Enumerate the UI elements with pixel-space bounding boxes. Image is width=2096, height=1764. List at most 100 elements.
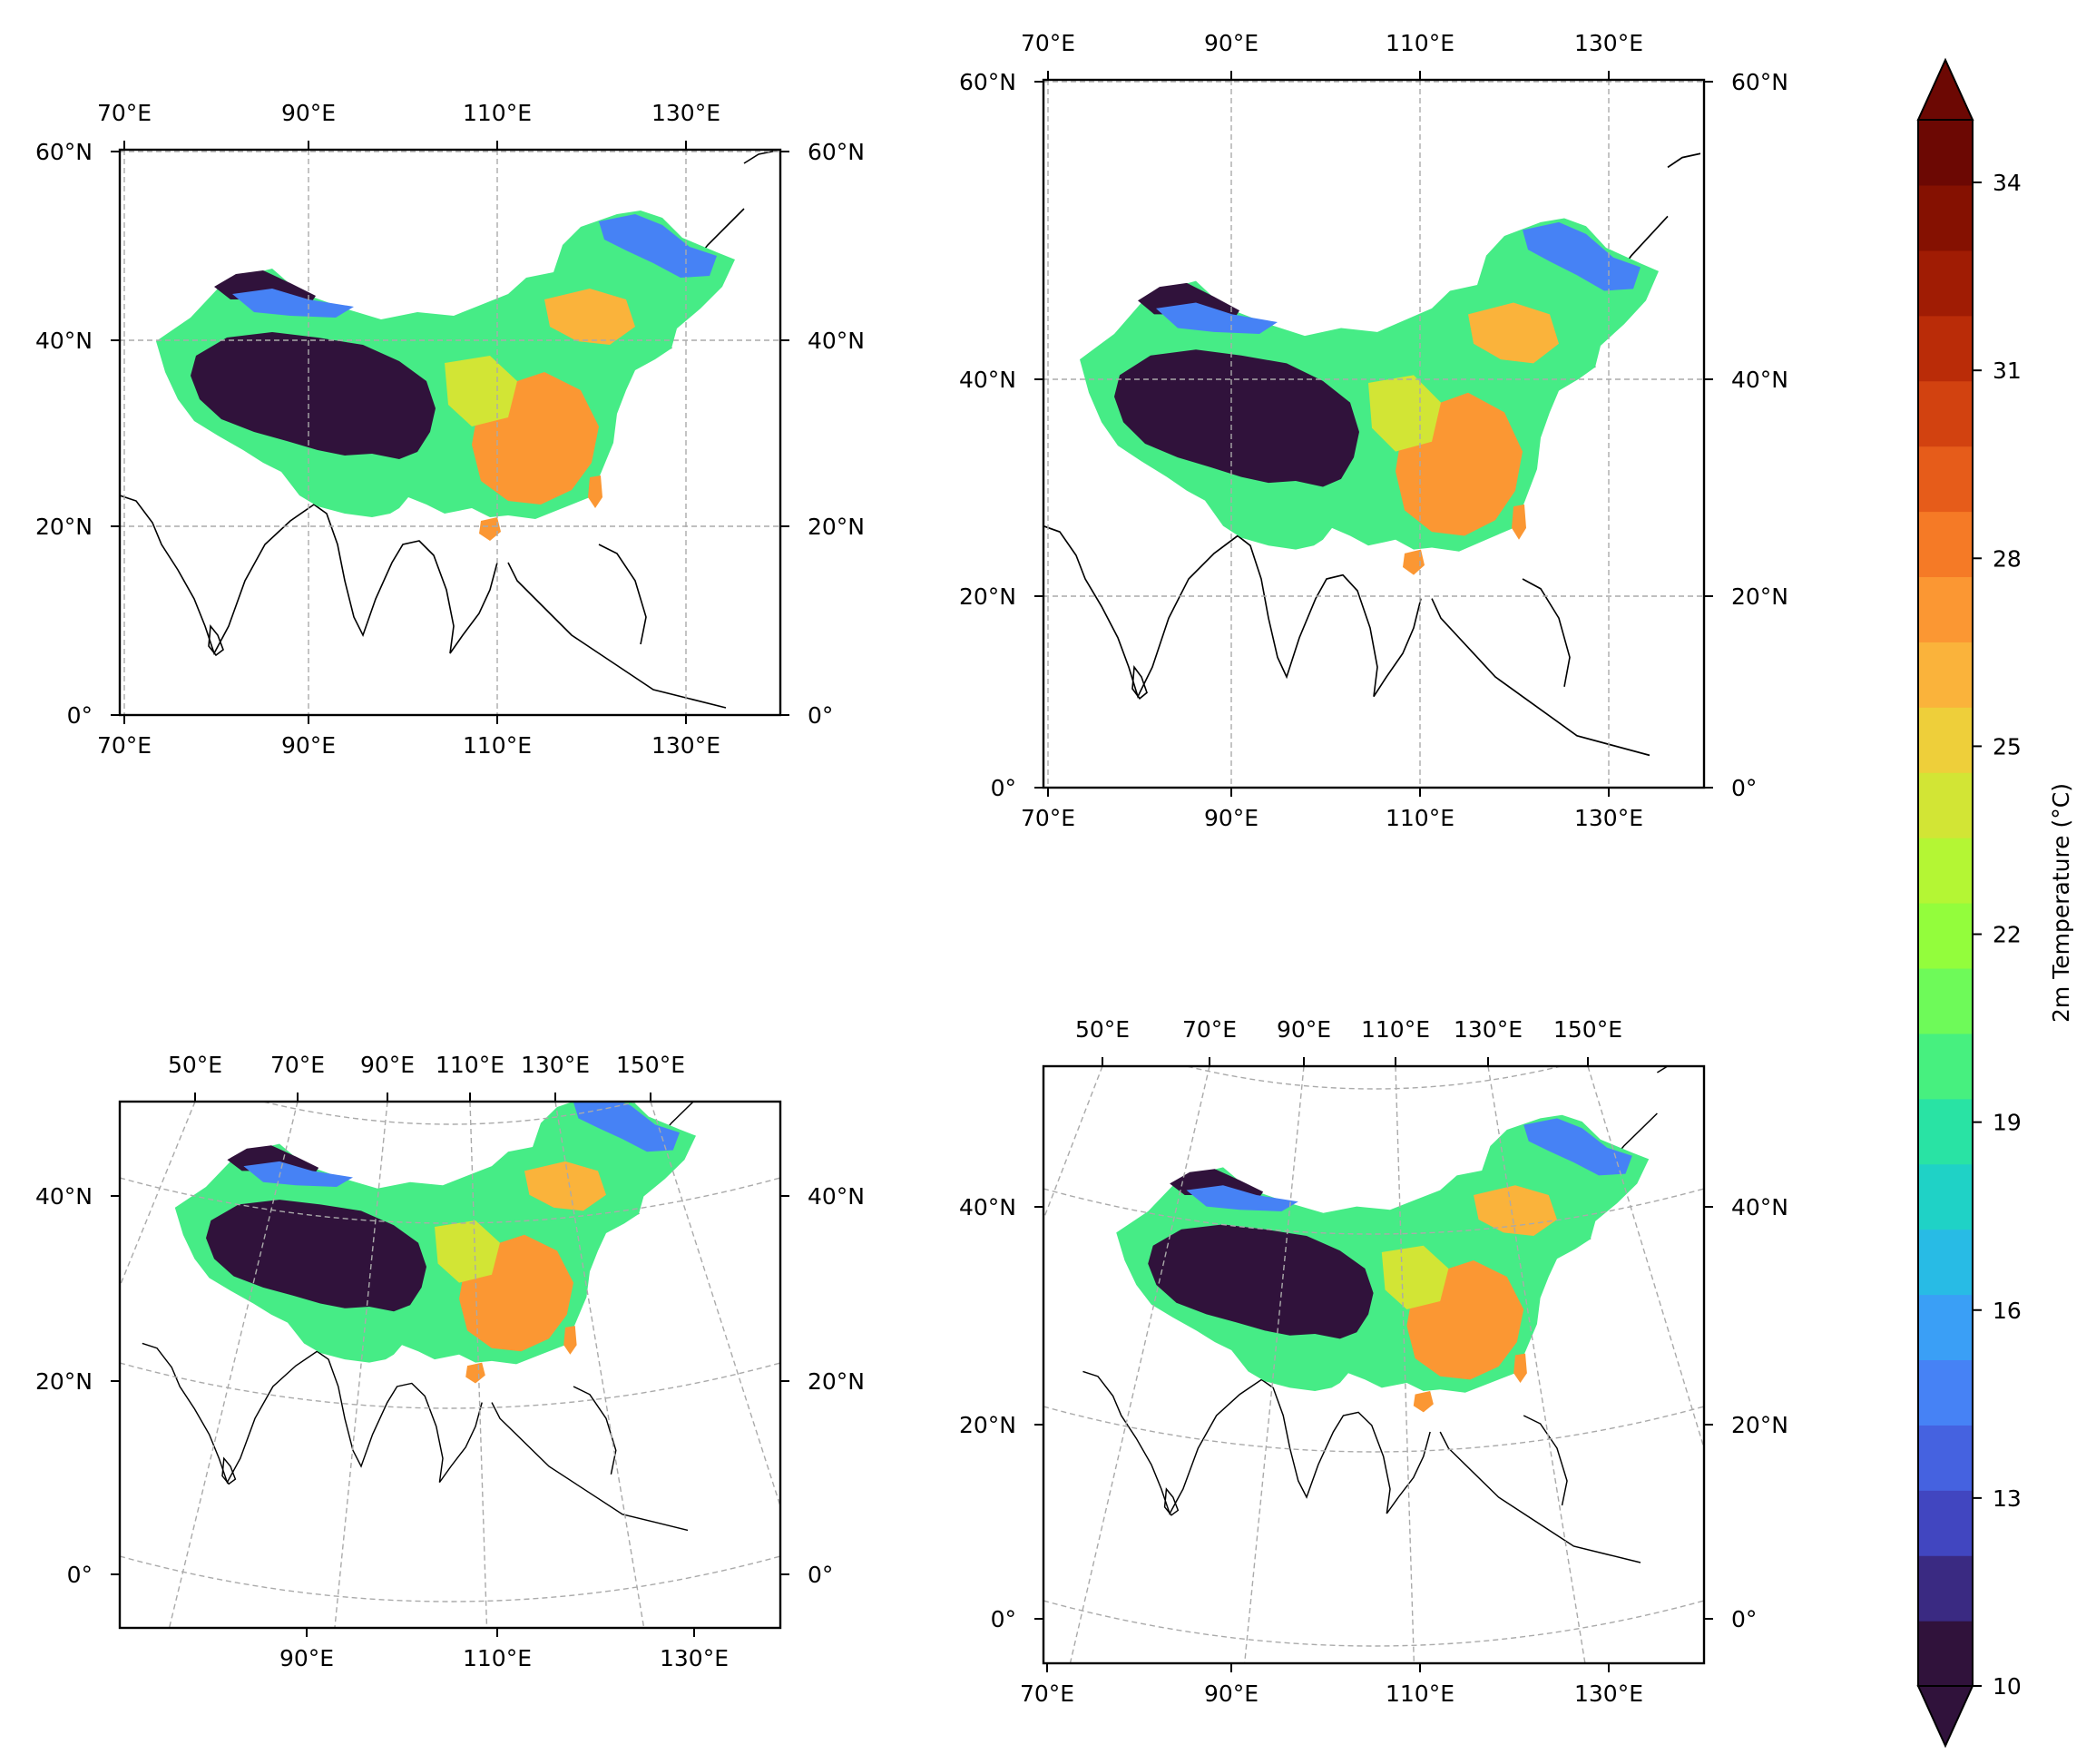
- colorbar-frame: [1917, 119, 1974, 1687]
- colorbar-segment: [1918, 446, 1973, 513]
- bottom-lon-label: 90°E: [279, 1645, 334, 1671]
- right-lat-label: 40°N: [808, 328, 865, 354]
- top-lon-label: 70°E: [97, 100, 152, 126]
- temperature-field: [1116, 1114, 1650, 1413]
- bottom-lon-label: 70°E: [1021, 805, 1075, 831]
- right-lat-label: 20°N: [1731, 583, 1788, 610]
- bottom-lon-label: 70°E: [97, 732, 152, 759]
- top-lon-label: 110°E: [1361, 1016, 1430, 1043]
- top-lon-label: 150°E: [616, 1052, 685, 1078]
- colorbar-extend-max: [1916, 57, 1974, 121]
- colorbar-tick-label: 16: [1993, 1298, 2022, 1324]
- map-frame: [1042, 1064, 1706, 1665]
- ticks: [1034, 71, 1713, 797]
- map-panel-2: 70°E 90°E 110°E 130°E 70°E 90°E 110°E 130°E 60°N…: [959, 30, 1788, 831]
- bottom-lon-label: 130°E: [1574, 805, 1643, 831]
- colorbar-segment: [1918, 1033, 1973, 1100]
- ticks: [111, 1093, 789, 1637]
- colorbar-segment: [1918, 250, 1973, 317]
- map-panel-1: 70°E 90°E 110°E 130°E 70°E 90°E 110°E 130°E 60°N…: [35, 100, 865, 759]
- colorbar-segment: [1918, 1229, 1973, 1296]
- bottom-lon-label: 130°E: [660, 1645, 729, 1671]
- gridlines: [1043, 80, 1704, 788]
- top-lon-label: 70°E: [1182, 1016, 1237, 1043]
- left-lat-label: 40°N: [35, 1183, 93, 1210]
- colorbar-segment: [1918, 315, 1973, 382]
- colorbar-segment: [1918, 380, 1973, 447]
- top-lon-label: 130°E: [1454, 1016, 1523, 1043]
- right-lat-label: 0°: [808, 702, 833, 729]
- top-lon-label: 50°E: [1075, 1016, 1130, 1043]
- top-lon-label: 50°E: [168, 1052, 222, 1078]
- colorbar-segment: [1918, 1490, 1973, 1556]
- right-lat-label: 0°: [1731, 775, 1757, 801]
- bottom-lon-label: 90°E: [281, 732, 336, 759]
- colorbar-segment: [1918, 1294, 1973, 1361]
- bottom-lon-label: 130°E: [1574, 1681, 1643, 1707]
- left-lat-label: 60°N: [35, 139, 93, 165]
- colorbar-extend-min: [1916, 1685, 1974, 1749]
- colorbar-segment: [1918, 576, 1973, 642]
- gridlines: [120, 1102, 780, 1628]
- left-lat-label: 20°N: [35, 1368, 93, 1395]
- right-lat-label: 20°N: [808, 514, 865, 540]
- colorbar-segment: [1918, 838, 1973, 904]
- right-lat-label: 40°N: [1731, 367, 1788, 393]
- top-lon-label: 90°E: [1204, 30, 1259, 56]
- colorbar-segment: [1918, 184, 1973, 251]
- colorbar-tick-label: 25: [1993, 733, 2022, 760]
- colorbar-segment: [1918, 1425, 1973, 1491]
- top-lon-label: 90°E: [1277, 1016, 1331, 1043]
- left-lat-label: 0°: [67, 1562, 93, 1588]
- right-lat-label: 20°N: [1731, 1412, 1788, 1438]
- bottom-lon-label: 70°E: [1020, 1681, 1074, 1707]
- top-lon-label: 110°E: [436, 1052, 504, 1078]
- ticks: [111, 141, 789, 724]
- bottom-lon-label: 110°E: [463, 732, 532, 759]
- colorbar-segment: [1918, 707, 1973, 773]
- map-frame: [1042, 78, 1706, 789]
- colorbar-segment: [1918, 903, 1973, 969]
- bottom-lon-label: 110°E: [1386, 1681, 1454, 1707]
- top-lon-label: 90°E: [281, 100, 336, 126]
- map-frame: [118, 1100, 782, 1630]
- bottom-lon-label: 90°E: [1204, 805, 1259, 831]
- top-lon-label: 110°E: [1386, 30, 1454, 56]
- colorbar-tick-label: 22: [1993, 922, 2022, 948]
- top-lon-label: 150°E: [1553, 1016, 1622, 1043]
- bottom-lon-label: 130°E: [651, 732, 720, 759]
- colorbar-segment: [1918, 1555, 1973, 1622]
- temperature-field: [156, 211, 735, 541]
- bottom-lon-label: 90°E: [1204, 1681, 1259, 1707]
- temperature-field: [174, 1102, 697, 1384]
- right-lat-label: 60°N: [1731, 69, 1788, 95]
- map-panels: 70°E 90°E 110°E 130°E 70°E 90°E 110°E 130°E 60°N…: [35, 30, 1788, 1707]
- top-lon-label: 110°E: [463, 100, 532, 126]
- colorbar-segment: [1918, 511, 1973, 578]
- temperature-field: [1080, 218, 1659, 575]
- colorbar-tick-label: 10: [1993, 1673, 2022, 1700]
- gridlines: [1043, 1066, 1704, 1663]
- map-content: [1043, 1066, 1704, 1663]
- map-panel-4: 50°E 70°E 90°E 110°E 130°E 150°E 70°E 90°E 110°E…: [959, 1016, 1788, 1707]
- top-lon-label: 70°E: [1021, 30, 1075, 56]
- tick-labels: 70°E 90°E 110°E 130°E 70°E 90°E 110°E 130°E 60°N…: [35, 100, 865, 759]
- colorbar-segment: [1918, 1359, 1973, 1426]
- bottom-lon-label: 110°E: [1386, 805, 1454, 831]
- colorbar: 10 13 16 19 22 25 28 31 34 2m Temperature (°C): [1916, 57, 2074, 1749]
- map-content: [120, 150, 780, 715]
- left-lat-label: 20°N: [959, 1412, 1016, 1438]
- colorbar-tick-label: 13: [1993, 1485, 2022, 1512]
- left-lat-label: 20°N: [959, 583, 1016, 610]
- left-lat-label: 0°: [67, 702, 93, 729]
- left-lat-label: 60°N: [959, 69, 1016, 95]
- colorbar-tick-label: 31: [1993, 358, 2022, 384]
- right-lat-label: 0°: [1731, 1606, 1757, 1632]
- map-content: [1043, 80, 1704, 788]
- colorbar-segment: [1918, 1163, 1973, 1230]
- left-lat-label: 20°N: [35, 514, 93, 540]
- colorbar-tick-label: 28: [1993, 545, 2022, 572]
- colorbar-tick-label: 34: [1993, 170, 2022, 196]
- right-lat-label: 0°: [808, 1562, 833, 1588]
